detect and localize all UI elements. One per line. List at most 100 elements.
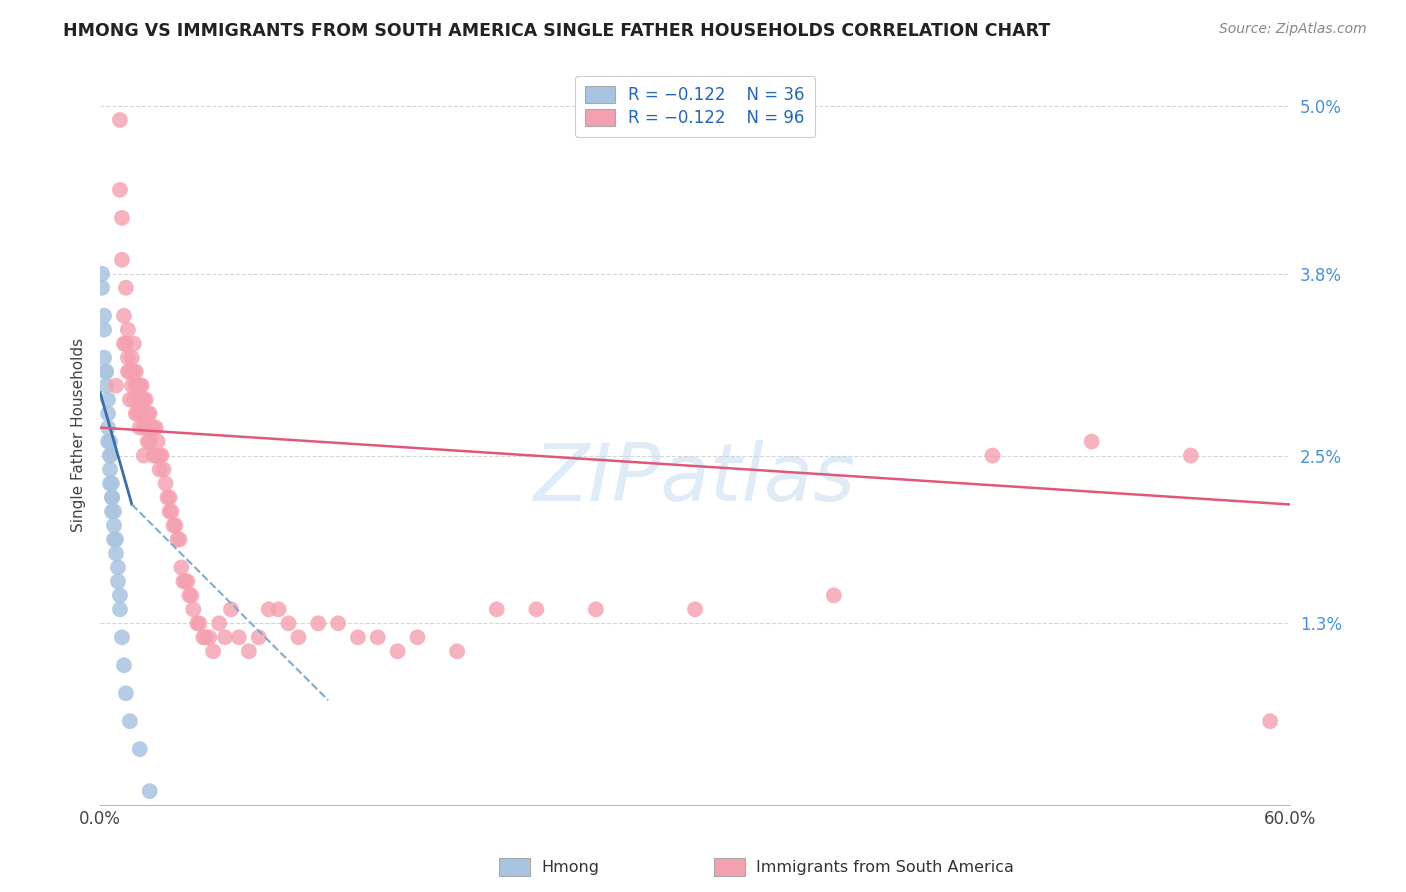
- Point: [1258, 714, 1281, 729]
- Point: [387, 644, 409, 658]
- Point: [98, 449, 121, 463]
- Point: [108, 588, 131, 602]
- Y-axis label: Single Father Households: Single Father Households: [72, 337, 86, 532]
- Point: [103, 504, 125, 518]
- Point: [228, 630, 250, 644]
- Point: [111, 630, 134, 644]
- Point: [128, 420, 150, 434]
- Point: [183, 602, 205, 616]
- Point: [98, 434, 121, 449]
- Legend: R = −0.122    N = 36, R = −0.122    N = 96: R = −0.122 N = 36, R = −0.122 N = 96: [575, 76, 815, 137]
- Point: [132, 420, 155, 434]
- Point: [179, 588, 201, 602]
- Point: [214, 630, 236, 644]
- Point: [160, 504, 183, 518]
- Point: [198, 630, 221, 644]
- Point: [149, 462, 172, 476]
- Point: [193, 630, 215, 644]
- Point: [97, 407, 120, 421]
- Point: [117, 365, 139, 379]
- Point: [104, 546, 127, 560]
- Point: [162, 518, 184, 533]
- Point: [585, 602, 607, 616]
- Point: [118, 714, 141, 729]
- Point: [485, 602, 508, 616]
- Text: HMONG VS IMMIGRANTS FROM SOUTH AMERICA SINGLE FATHER HOUSEHOLDS CORRELATION CHAR: HMONG VS IMMIGRANTS FROM SOUTH AMERICA S…: [63, 22, 1050, 40]
- Point: [152, 462, 174, 476]
- Point: [267, 602, 290, 616]
- Point: [138, 407, 160, 421]
- Point: [186, 616, 208, 631]
- Point: [170, 560, 193, 574]
- Point: [104, 533, 127, 547]
- Point: [138, 784, 160, 798]
- Point: [176, 574, 198, 589]
- Point: [122, 336, 145, 351]
- Point: [122, 365, 145, 379]
- Point: [219, 602, 242, 616]
- Point: [101, 504, 124, 518]
- Point: [159, 504, 181, 518]
- Point: [94, 365, 117, 379]
- Point: [118, 392, 141, 407]
- Point: [103, 533, 125, 547]
- Point: [526, 602, 548, 616]
- Point: [97, 420, 120, 434]
- Point: [169, 533, 191, 547]
- Point: [98, 476, 121, 491]
- Point: [112, 336, 135, 351]
- Point: [117, 323, 139, 337]
- Point: [98, 462, 121, 476]
- Point: [93, 323, 115, 337]
- Point: [107, 560, 129, 574]
- Point: [135, 392, 157, 407]
- Point: [131, 378, 153, 392]
- Point: [132, 449, 155, 463]
- Point: [127, 407, 149, 421]
- Point: [108, 113, 131, 128]
- Point: [128, 392, 150, 407]
- Point: [367, 630, 389, 644]
- Point: [117, 351, 139, 365]
- Point: [347, 630, 370, 644]
- Point: [108, 183, 131, 197]
- Point: [118, 365, 141, 379]
- Point: [91, 281, 114, 295]
- Point: [307, 616, 329, 631]
- Point: [208, 616, 231, 631]
- Point: [125, 407, 148, 421]
- Point: [446, 644, 468, 658]
- Point: [121, 378, 143, 392]
- Text: Hmong: Hmong: [541, 860, 599, 874]
- Point: [111, 211, 134, 225]
- Point: [156, 491, 179, 505]
- Point: [142, 449, 165, 463]
- Point: [111, 252, 134, 267]
- Text: Immigrants from South America: Immigrants from South America: [756, 860, 1014, 874]
- Point: [238, 644, 260, 658]
- Point: [172, 574, 194, 589]
- Point: [257, 602, 280, 616]
- Point: [823, 588, 845, 602]
- Point: [127, 378, 149, 392]
- Point: [94, 378, 117, 392]
- Point: [128, 378, 150, 392]
- Point: [166, 533, 188, 547]
- Point: [101, 491, 124, 505]
- Point: [683, 602, 706, 616]
- Point: [104, 378, 127, 392]
- Point: [146, 434, 169, 449]
- Point: [135, 420, 157, 434]
- Point: [121, 351, 143, 365]
- Point: [132, 392, 155, 407]
- Point: [112, 658, 135, 673]
- Point: [136, 434, 159, 449]
- Point: [277, 616, 299, 631]
- Point: [188, 616, 211, 631]
- Point: [149, 449, 172, 463]
- Point: [326, 616, 349, 631]
- Point: [165, 518, 187, 533]
- Point: [112, 309, 135, 323]
- Point: [1080, 434, 1102, 449]
- Point: [108, 602, 131, 616]
